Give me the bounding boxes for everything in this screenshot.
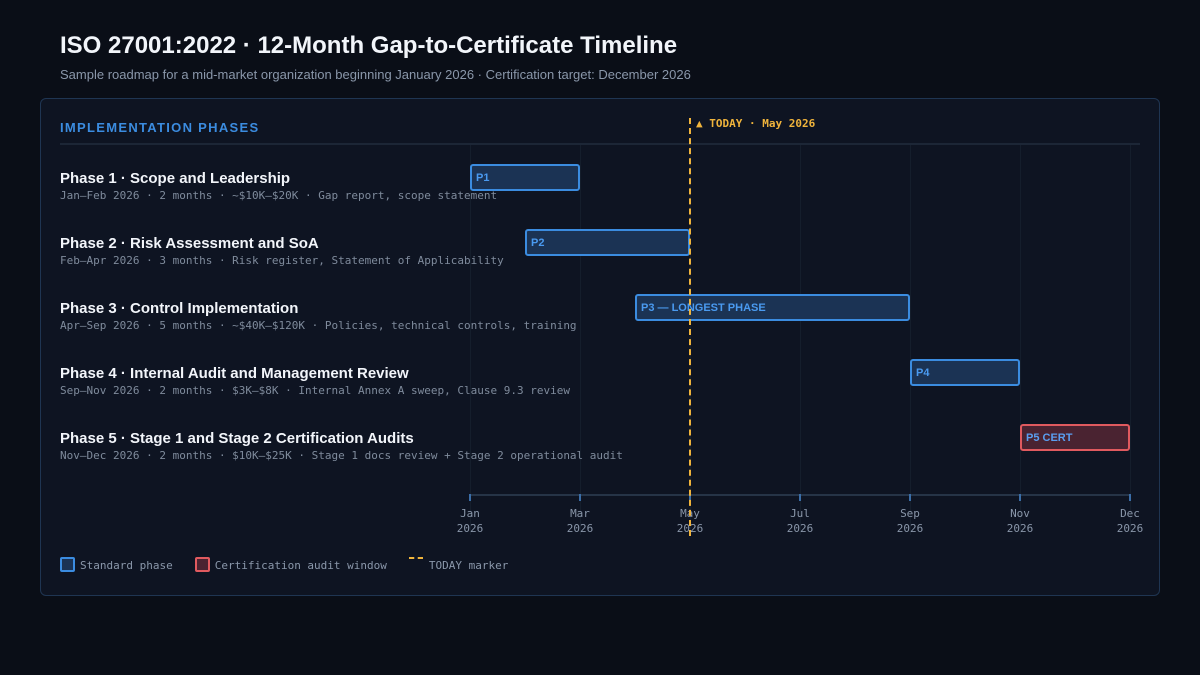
bar-label: P2 xyxy=(531,237,545,249)
x-tick-label: Jan 2026 xyxy=(456,507,484,535)
phase-name: Phase 1 · Scope and Leadership xyxy=(60,170,291,187)
legend-label: Certification audit window xyxy=(214,559,387,572)
grid-line xyxy=(1020,145,1021,535)
tick-mark xyxy=(799,494,801,501)
grid-line xyxy=(910,145,911,535)
divider xyxy=(60,143,1140,145)
phase-name: Phase 5 · Stage 1 and Stage 2 Certificat… xyxy=(60,430,414,447)
today-line xyxy=(689,118,691,536)
x-tick-label: Nov 2026 xyxy=(1006,507,1034,535)
legend-swatch xyxy=(408,557,423,559)
phase-detail: Jan–Feb 2026 · 2 months · ~$10K–$20K · G… xyxy=(60,189,498,202)
grid-line xyxy=(800,145,801,535)
grid-line xyxy=(470,145,471,535)
legend-swatch xyxy=(60,557,75,572)
phase-bar xyxy=(1020,424,1130,451)
x-tick-label: Mar 2026 xyxy=(566,507,594,535)
legend-label: TODAY marker xyxy=(428,559,509,572)
bar-label: P4 xyxy=(916,367,930,379)
phase-bar xyxy=(525,229,690,256)
phase-name: Phase 2 · Risk Assessment and SoA xyxy=(60,235,319,252)
grid-line xyxy=(580,145,581,535)
subtitle: Sample roadmap for a mid-market organiza… xyxy=(60,67,691,82)
grid-line xyxy=(1130,145,1131,535)
tick-mark xyxy=(579,494,581,501)
phase-bar xyxy=(635,294,910,321)
tick-mark xyxy=(469,494,471,501)
phase-bar xyxy=(910,359,1020,386)
phase-detail: Nov–Dec 2026 · 2 months · $10K–$25K · St… xyxy=(60,449,623,462)
phase-detail: Sep–Nov 2026 · 2 months · $3K–$8K · Inte… xyxy=(60,384,570,397)
phase-bar xyxy=(470,164,580,191)
phase-name: Phase 4 · Internal Audit and Management … xyxy=(60,365,409,382)
bar-label: P3 — LONGEST PHASE xyxy=(641,302,766,314)
tick-mark xyxy=(1129,494,1131,501)
legend-swatch xyxy=(194,557,210,572)
bar-label: P5 CERT xyxy=(1026,432,1073,444)
x-tick-label: Jul 2026 xyxy=(786,507,814,535)
tick-mark xyxy=(909,494,911,501)
x-tick-label: Sep 2026 xyxy=(896,507,924,535)
phase-detail: Feb–Apr 2026 · 3 months · Risk register,… xyxy=(60,254,504,267)
tick-mark xyxy=(1019,494,1021,501)
panel xyxy=(40,98,1160,596)
phase-detail: Apr–Sep 2026 · 5 months · ~$40K–$120K · … xyxy=(60,319,577,332)
phase-name: Phase 3 · Control Implementation xyxy=(60,300,299,317)
title: ISO 27001:2022 · 12-Month Gap-to-Certifi… xyxy=(60,32,678,59)
section-title: IMPLEMENTATION PHASES xyxy=(60,120,260,135)
legend-label: Standard phase xyxy=(80,559,173,572)
bar-label: P1 xyxy=(476,172,490,184)
today-label: ▲ TODAY · May 2026 xyxy=(696,117,816,130)
x-tick-label: Dec 2026 xyxy=(1116,507,1144,535)
